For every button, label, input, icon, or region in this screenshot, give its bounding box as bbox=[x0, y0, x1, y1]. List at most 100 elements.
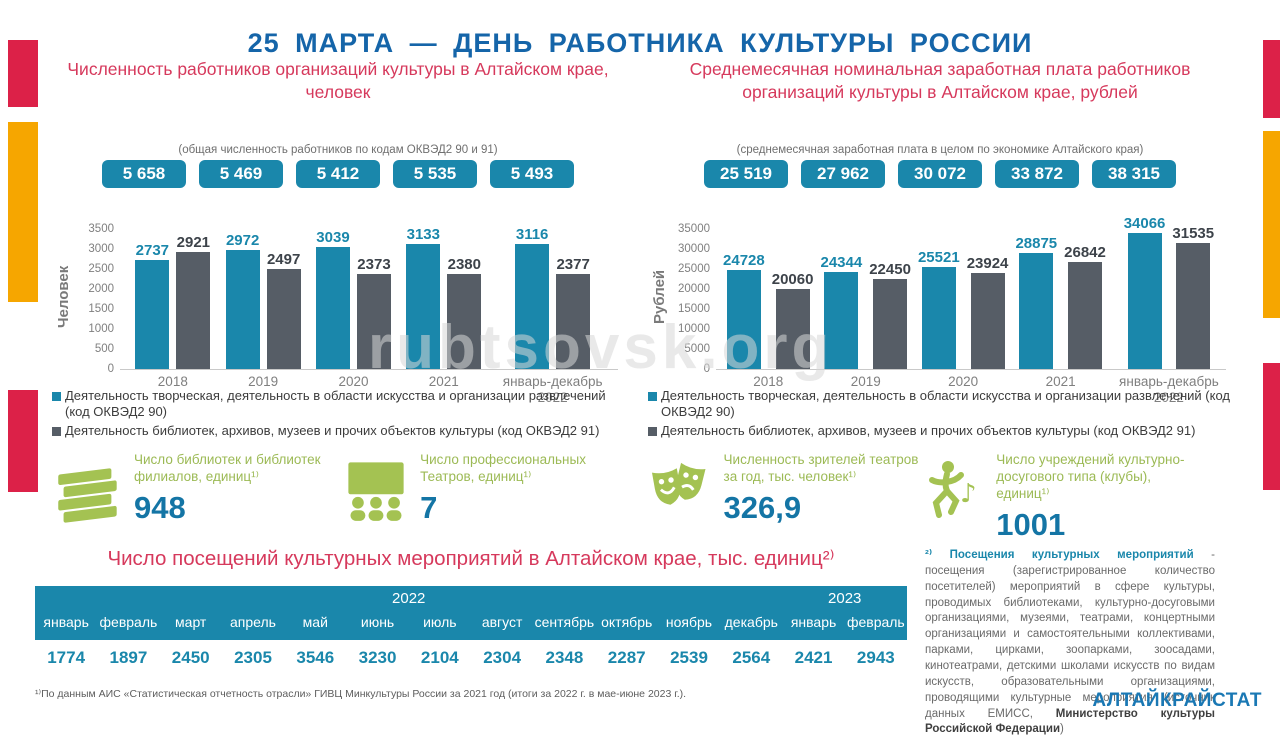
value-cell: 2943 bbox=[856, 648, 895, 667]
total-badge: 5 535 bbox=[393, 160, 477, 188]
salary-plot-area: 24728 20060 2018 24344 22450 2019 25521 23924 20… bbox=[716, 204, 1232, 405]
bar-value-label: 34066 bbox=[1123, 215, 1166, 232]
left-red-bar-bottom bbox=[8, 390, 38, 492]
month-cell: май bbox=[302, 614, 328, 630]
total-badge: 30 072 bbox=[898, 160, 982, 188]
year-cell: 2023 bbox=[828, 590, 862, 607]
footnote-2-lead: ²⁾ Посещения культурных мероприятий bbox=[925, 549, 1194, 561]
value-cell: 2304 bbox=[483, 648, 522, 667]
total-badge: 5 493 bbox=[490, 160, 574, 188]
employees-chart-subtitle: (общая численность работников по кодам О… bbox=[178, 144, 498, 156]
libraries-stat-label: Число библиотек и библиотек филиалов, ед… bbox=[134, 452, 321, 484]
bar-with-label: 20060 bbox=[771, 271, 814, 369]
bar-value-label: 2373 bbox=[357, 256, 391, 273]
bar-value-label: 23924 bbox=[966, 255, 1009, 272]
theater-viewers-stat-value: 326,9 bbox=[723, 489, 802, 525]
theater-masks-icon bbox=[651, 462, 706, 505]
value-cell: 1774 bbox=[47, 648, 86, 667]
value-cell: 1897 bbox=[109, 648, 148, 667]
bar-value-label: 3116 bbox=[515, 226, 549, 243]
y-tick: 0 bbox=[703, 363, 710, 375]
category-label: 2020 bbox=[948, 374, 979, 389]
bar-group: 34066 31535 январь-декабрь 2022 bbox=[1113, 204, 1225, 405]
bar bbox=[176, 252, 211, 369]
salary-total-badges: 25 519 27 962 30 072 33 872 38 315 bbox=[648, 160, 1232, 188]
bar-with-label: 2737 bbox=[135, 242, 170, 369]
value-cell: 2564 bbox=[732, 648, 771, 667]
total-badge: 33 872 bbox=[995, 160, 1079, 188]
bar-group: 3039 2373 2020 bbox=[315, 204, 391, 405]
right-red-bar-bottom bbox=[1263, 363, 1280, 490]
bar-value-label: 20060 bbox=[771, 271, 814, 288]
employees-y-axis: 3500 3000 2500 2000 1500 1000 500 0 bbox=[72, 223, 120, 375]
y-tick: 0 bbox=[107, 363, 114, 375]
bar-pair: 3116 2377 bbox=[515, 204, 591, 369]
bar-pair: 24728 20060 bbox=[723, 204, 813, 369]
bar-value-label: 2377 bbox=[556, 256, 590, 273]
month-cell: январь bbox=[43, 614, 89, 630]
bar bbox=[315, 247, 350, 369]
bar-with-label: 2921 bbox=[176, 234, 211, 369]
legend-item: Деятельность творческая, деятельность в … bbox=[52, 388, 624, 421]
bar bbox=[1068, 262, 1103, 369]
clubs-stat-label: Число учреждений культурно-досугового ти… bbox=[996, 452, 1185, 501]
month-cell: апрель bbox=[230, 614, 276, 630]
bar-value-label: 25521 bbox=[917, 249, 960, 266]
value-cell: 2421 bbox=[794, 648, 833, 667]
theater-viewers-stat-label: Численность зрителей театров за год, тыс… bbox=[723, 452, 919, 484]
y-tick: 15000 bbox=[678, 303, 710, 315]
bar bbox=[970, 273, 1005, 369]
page-title: 25 МАРТА — ДЕНЬ РАБОТНИКА КУЛЬТУРЫ РОССИ… bbox=[247, 28, 1033, 59]
value-cell: 2539 bbox=[670, 648, 708, 667]
y-tick: 20000 bbox=[678, 283, 710, 295]
altaikraistat-logo: АЛТАЙКРАЙСТАТ bbox=[1092, 690, 1262, 711]
month-cell: декабрь bbox=[724, 614, 778, 630]
bar-value-label: 2737 bbox=[135, 242, 170, 259]
category-label: 2021 bbox=[1045, 374, 1076, 389]
bar bbox=[1019, 253, 1054, 369]
y-tick: 35000 bbox=[678, 223, 710, 235]
category-label: 2021 bbox=[428, 374, 459, 389]
bar bbox=[1176, 243, 1211, 369]
employees-legend: Деятельность творческая, деятельность в … bbox=[52, 388, 624, 441]
bar-group: 28875 26842 2021 bbox=[1015, 204, 1105, 405]
x-axis-line bbox=[716, 369, 1226, 370]
right-orange-bar bbox=[1263, 131, 1280, 318]
bar-with-label: 34066 bbox=[1123, 215, 1166, 369]
month-cell: февраль bbox=[846, 614, 905, 630]
month-cell: февраль bbox=[99, 614, 158, 630]
bar-group: 3133 2380 2021 bbox=[406, 204, 482, 405]
y-tick: 30000 bbox=[678, 243, 710, 255]
visits-table-title: Число посещений культурных мероприятий в… bbox=[107, 547, 835, 570]
total-badge: 38 315 bbox=[1092, 160, 1176, 188]
value-cell: 2287 bbox=[607, 648, 646, 667]
bar-value-label: 2921 bbox=[176, 234, 211, 251]
salary-legend: Деятельность творческая, деятельность в … bbox=[648, 388, 1232, 441]
bar bbox=[447, 274, 482, 369]
bar bbox=[225, 250, 260, 369]
bar-group: 24344 22450 2019 bbox=[821, 204, 911, 405]
right-red-bar-top bbox=[1263, 40, 1280, 118]
bar bbox=[515, 244, 550, 369]
clubs-stat-value: 1001 bbox=[996, 506, 1066, 542]
theaters-stat-value: 7 bbox=[420, 489, 438, 525]
bar-group: 2972 2497 2019 bbox=[225, 204, 301, 405]
left-orange-bar bbox=[8, 122, 38, 302]
bar bbox=[356, 274, 391, 369]
left-red-bar-top bbox=[8, 40, 38, 107]
y-tick: 2500 bbox=[88, 263, 114, 275]
bar-pair: 28875 26842 bbox=[1015, 204, 1106, 369]
total-badge: 5 658 bbox=[102, 160, 186, 188]
bar-group: 2737 2921 2018 bbox=[135, 204, 211, 405]
total-badge: 27 962 bbox=[801, 160, 885, 188]
y-tick: 2000 bbox=[88, 283, 114, 295]
bar-value-label: 24344 bbox=[820, 254, 863, 271]
salary-chart-section: Среднемесячная номинальная заработная пл… bbox=[648, 58, 1232, 450]
value-cell: 2450 bbox=[171, 648, 210, 667]
bar-with-label: 24728 bbox=[723, 252, 765, 369]
y-tick: 1500 bbox=[88, 303, 114, 315]
employees-chart-section: Численность работников организаций культ… bbox=[52, 58, 624, 450]
bar-group: 3116 2377 январь-декабрь 2022 bbox=[497, 204, 609, 405]
theaters-stat: Число профессиональных Театров, единиц¹⁾… bbox=[342, 452, 651, 543]
legend-label: Деятельность творческая, деятельность в … bbox=[65, 388, 606, 420]
